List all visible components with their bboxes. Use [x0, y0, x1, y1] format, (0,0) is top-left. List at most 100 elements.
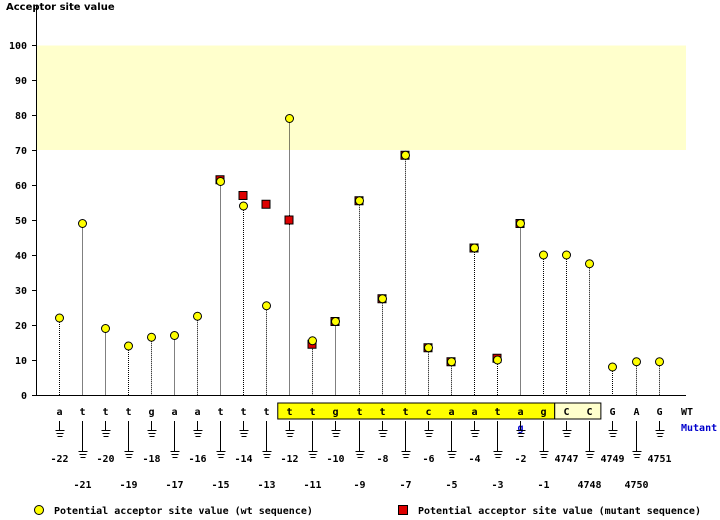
wt-base-label: a — [448, 407, 454, 418]
wt-base-label: t — [379, 407, 385, 418]
wt-value-marker — [170, 331, 179, 340]
wt-value-marker — [216, 177, 225, 186]
position-label: -3 — [491, 480, 503, 491]
wt-value-marker — [285, 114, 294, 123]
wt-base-label: t — [79, 407, 85, 418]
mutant-row-label: Mutant — [681, 423, 717, 434]
wt-base-label: c — [425, 407, 431, 418]
position-label: 4748 — [577, 480, 601, 491]
wt-value-marker — [655, 357, 664, 367]
wt-value-marker — [493, 355, 502, 365]
wt-value-marker — [424, 343, 433, 353]
wt-value-marker — [539, 250, 548, 260]
legend-mutant-label: Potential acceptor site value (mutant se… — [418, 506, 701, 517]
wt-base-label: g — [148, 407, 154, 418]
legend-mutant-entry: Potential acceptor site value (mutant se… — [398, 505, 701, 517]
wt-base-label: t — [494, 407, 500, 418]
position-label: 4751 — [647, 454, 671, 465]
wt-value-marker — [147, 332, 156, 342]
mutant-value-marker — [238, 191, 248, 200]
wt-base-label: g — [540, 407, 546, 418]
wt-row-label: WT — [681, 407, 693, 418]
position-label: -5 — [445, 480, 457, 491]
wt-base-label: G — [609, 407, 615, 418]
wt-value-marker — [101, 324, 110, 333]
position-label: -20 — [96, 454, 114, 465]
wt-value-marker — [124, 341, 133, 351]
wt-base-label: C — [563, 407, 569, 418]
position-label: -15 — [211, 480, 229, 491]
wt-base-label: t — [402, 407, 408, 418]
wt-base-label: t — [217, 407, 223, 418]
legend-wt-entry: Potential acceptor site value (wt sequen… — [34, 505, 313, 517]
position-label: -11 — [303, 480, 321, 491]
legend-wt-label: Potential acceptor site value (wt sequen… — [54, 506, 313, 517]
wt-base-label: g — [332, 407, 338, 418]
wt-base-label: a — [171, 407, 177, 418]
wt-base-label: a — [194, 407, 200, 418]
legend-mutant-marker — [398, 505, 408, 515]
wt-value-marker — [516, 219, 525, 228]
y-tick-label: 40 — [15, 251, 27, 262]
wt-value-marker — [378, 294, 387, 304]
y-tick-label: 20 — [15, 321, 27, 332]
position-label: -18 — [142, 454, 160, 465]
position-label: -16 — [188, 454, 206, 465]
position-label: -10 — [326, 454, 344, 465]
legend-wt-marker — [34, 505, 44, 515]
y-tick-label: 100 — [9, 41, 27, 52]
wt-value-marker — [78, 219, 87, 228]
wt-base-label: t — [309, 407, 315, 418]
wt-value-marker — [193, 311, 202, 321]
position-label: -2 — [514, 454, 526, 465]
position-label: -22 — [50, 454, 68, 465]
wt-base-label: t — [263, 407, 269, 418]
position-label: -1 — [537, 480, 549, 491]
position-label: -4 — [468, 454, 480, 465]
y-tick-label: 10 — [15, 356, 27, 367]
y-axis-title: Acceptor site value — [6, 2, 115, 13]
highlight-band — [36, 45, 686, 150]
wt-value-marker — [562, 250, 571, 260]
wt-value-marker — [331, 317, 340, 326]
wt-base-label: a — [517, 407, 523, 418]
wt-value-marker — [632, 357, 641, 367]
wt-base-label: t — [102, 407, 108, 418]
wt-value-marker — [470, 243, 479, 253]
wt-value-marker — [447, 357, 456, 367]
wt-base-label: C — [586, 407, 592, 418]
y-tick-label: 90 — [15, 76, 27, 87]
position-label: -9 — [353, 480, 365, 491]
wt-value-marker — [239, 201, 248, 211]
position-label: -17 — [165, 480, 183, 491]
y-tick-label: 50 — [15, 216, 27, 227]
position-label: -12 — [280, 454, 298, 465]
wt-base-label: A — [633, 407, 639, 418]
position-label: -7 — [399, 480, 411, 491]
position-label: -6 — [422, 454, 434, 465]
wt-value-marker — [55, 313, 64, 323]
mutant-value-marker — [261, 199, 271, 209]
wt-base-label: G — [656, 407, 662, 418]
sequence-box-cds — [554, 402, 602, 420]
wt-base-label: t — [125, 407, 131, 418]
wt-base-label: a — [471, 407, 477, 418]
wt-value-marker — [355, 196, 364, 206]
wt-value-marker — [262, 301, 271, 311]
wt-value-marker — [308, 336, 317, 346]
wt-value-marker — [608, 362, 617, 372]
y-tick-label: 70 — [15, 146, 27, 157]
wt-base-label: t — [286, 407, 292, 418]
wt-base-label: t — [356, 407, 362, 418]
position-label: 4750 — [624, 480, 648, 491]
position-label: 4747 — [554, 454, 578, 465]
wt-base-label: t — [240, 407, 246, 418]
mutant-value-marker — [284, 215, 294, 225]
position-label: -19 — [119, 480, 137, 491]
y-tick-label: 30 — [15, 286, 27, 297]
wt-value-marker — [585, 259, 594, 269]
y-tick-label: 80 — [15, 111, 27, 122]
position-label: -8 — [376, 454, 388, 465]
position-label: -13 — [257, 480, 275, 491]
